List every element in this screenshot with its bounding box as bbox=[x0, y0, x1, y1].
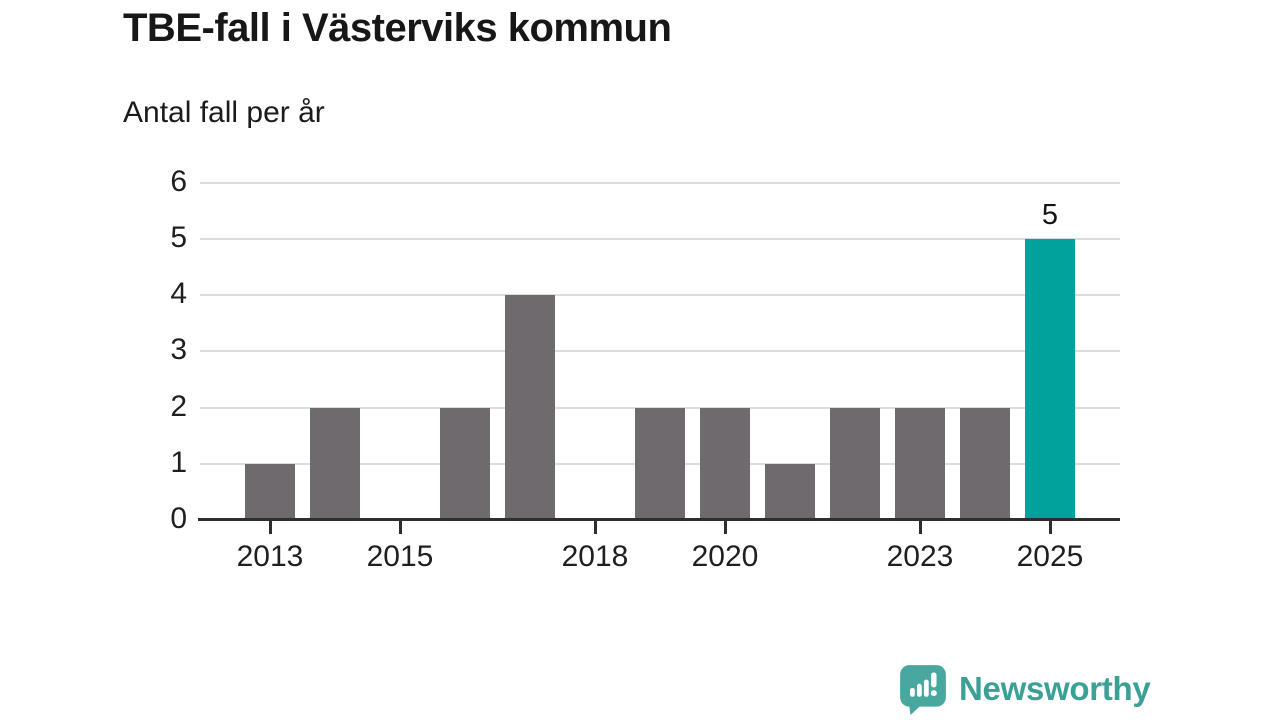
gridline-3 bbox=[200, 350, 1120, 353]
x-axis-line bbox=[198, 518, 1120, 521]
newsworthy-logo-icon bbox=[897, 663, 949, 715]
x-axis-tick-2020 bbox=[723, 521, 727, 534]
y-axis-label-1: 1 bbox=[170, 445, 187, 479]
bar-2014 bbox=[310, 407, 360, 520]
x-axis-tick-2018 bbox=[593, 521, 597, 534]
bar-2023 bbox=[895, 407, 945, 520]
y-axis-label-4: 4 bbox=[170, 277, 187, 311]
chart-subtitle: Antal fall per år bbox=[123, 96, 325, 129]
bar-2017 bbox=[505, 295, 555, 520]
x-axis-label-2023: 2023 bbox=[886, 540, 954, 573]
x-axis-label-2013: 2013 bbox=[236, 540, 304, 573]
x-axis-label-2020: 2020 bbox=[691, 540, 759, 573]
bar-2021 bbox=[765, 463, 815, 520]
y-axis-label-3: 3 bbox=[170, 333, 187, 367]
gridline-5 bbox=[200, 238, 1120, 240]
gridline-4 bbox=[200, 294, 1120, 297]
bar-2019 bbox=[635, 407, 685, 520]
bar-2020 bbox=[700, 407, 750, 520]
brand-footer: Newsworthy bbox=[897, 663, 1151, 715]
x-axis-tick-2015 bbox=[398, 521, 402, 534]
chart-title: TBE-fall i Västerviks kommun bbox=[123, 6, 672, 50]
bar-2024 bbox=[960, 407, 1010, 520]
bar-value-label: 5 bbox=[1041, 199, 1059, 231]
y-axis-label-6: 6 bbox=[170, 164, 187, 198]
x-axis-tick-2023 bbox=[918, 521, 922, 534]
x-axis-tick-2013 bbox=[268, 521, 272, 534]
gridline-6 bbox=[200, 181, 1120, 184]
brand-name: Newsworthy bbox=[959, 670, 1151, 707]
x-axis-label-2015: 2015 bbox=[366, 540, 434, 573]
x-axis-label-2018: 2018 bbox=[561, 540, 629, 573]
y-axis-label-2: 2 bbox=[170, 389, 187, 423]
x-axis-label-2025: 2025 bbox=[1016, 540, 1084, 573]
bar-2025 bbox=[1025, 239, 1075, 520]
bar-2022 bbox=[830, 407, 880, 520]
bar-2016 bbox=[440, 407, 490, 520]
bar-2013 bbox=[245, 463, 295, 520]
x-axis-tick-2025 bbox=[1048, 521, 1052, 534]
y-axis-label-5: 5 bbox=[170, 221, 187, 254]
y-axis-label-0: 0 bbox=[170, 502, 187, 535]
